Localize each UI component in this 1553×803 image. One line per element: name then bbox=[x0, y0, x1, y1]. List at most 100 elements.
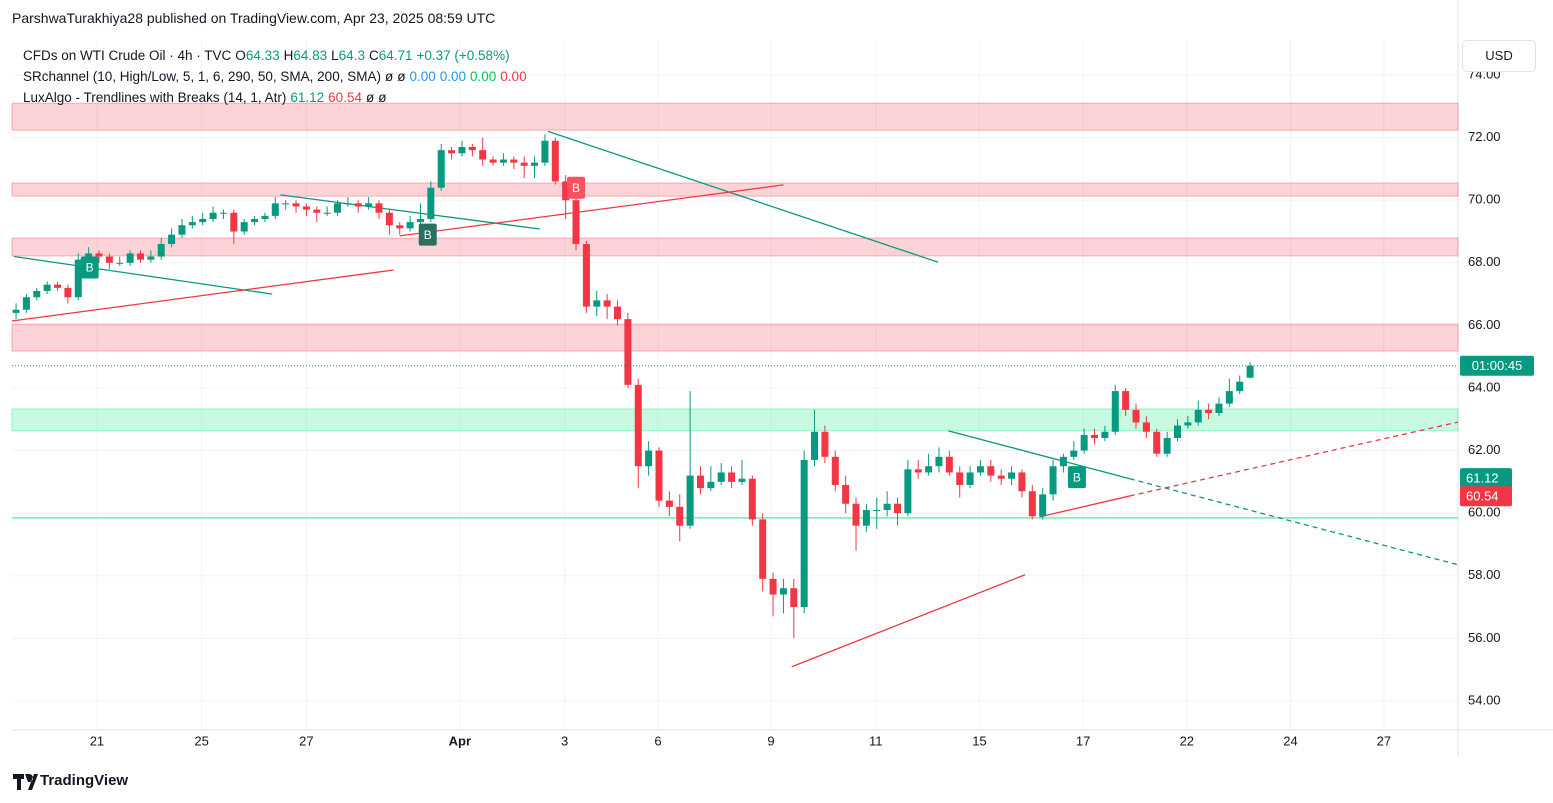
legend-ohlc-value: 64.83 bbox=[293, 48, 328, 63]
candle-body bbox=[437, 150, 445, 188]
y-tick-label: 72.00 bbox=[1468, 129, 1501, 144]
candle-body bbox=[945, 456, 953, 473]
legend-ohlc-letter: C bbox=[368, 48, 379, 63]
candle-body bbox=[499, 159, 507, 163]
candle-body bbox=[997, 475, 1005, 479]
trendline bbox=[13, 255, 273, 295]
candle-body bbox=[1080, 434, 1088, 451]
candle-body bbox=[136, 253, 144, 260]
candle-body bbox=[157, 244, 165, 257]
candle-body bbox=[966, 472, 974, 485]
candle-body bbox=[914, 469, 922, 473]
candle-body bbox=[1059, 456, 1067, 467]
break-marker bbox=[567, 176, 586, 199]
indicator-value: 0.00 bbox=[470, 69, 497, 84]
candle-body bbox=[1111, 391, 1119, 432]
x-tick-label: 3 bbox=[561, 733, 568, 748]
candle-body bbox=[33, 290, 41, 298]
zone bbox=[11, 102, 1459, 131]
candle-body bbox=[904, 469, 912, 514]
indicator-value: 0.00 bbox=[439, 69, 467, 84]
candle-body bbox=[748, 478, 756, 520]
candle-body bbox=[1184, 422, 1192, 426]
candle-body bbox=[261, 215, 269, 219]
candle-body bbox=[168, 234, 176, 245]
legend-change: +0.37 (+0.58%) bbox=[416, 48, 510, 63]
candle-body bbox=[520, 162, 528, 166]
candle-body bbox=[562, 181, 570, 201]
candle-body bbox=[1246, 365, 1254, 378]
zone bbox=[11, 408, 1459, 432]
candle-body bbox=[282, 203, 290, 205]
x-tick-label: 15 bbox=[972, 733, 986, 748]
candle-body bbox=[987, 466, 995, 476]
candle-body bbox=[645, 450, 653, 467]
x-tick-label: 11 bbox=[869, 733, 883, 748]
candle-body bbox=[1236, 381, 1244, 392]
candle-body bbox=[790, 588, 798, 608]
x-tick-label: 17 bbox=[1076, 733, 1090, 748]
currency-button[interactable]: USD bbox=[1462, 40, 1536, 72]
candle-body bbox=[665, 500, 673, 507]
candle-body bbox=[925, 466, 933, 473]
candle-body bbox=[375, 203, 383, 213]
candle-body bbox=[219, 212, 227, 214]
candle-body bbox=[852, 503, 860, 526]
legend-row: CFDs on WTI Crude Oil · 4h · TVC O64.33 H6… bbox=[23, 45, 531, 66]
y-tick-label: 54.00 bbox=[1468, 692, 1501, 707]
indicator-value: 0.00 bbox=[500, 69, 527, 84]
candle-body bbox=[12, 309, 20, 313]
candle-body bbox=[551, 140, 559, 182]
candle-body bbox=[510, 159, 518, 163]
x-tick-label: 24 bbox=[1283, 733, 1297, 748]
candle-body bbox=[188, 222, 196, 226]
indicator-value: 60.54 bbox=[328, 90, 362, 105]
candle-body bbox=[541, 140, 549, 163]
candle-body bbox=[240, 222, 248, 232]
candle-body bbox=[572, 200, 580, 245]
candle-body bbox=[624, 319, 632, 385]
candle-body bbox=[43, 284, 51, 291]
candle-body bbox=[365, 203, 373, 207]
candle-body bbox=[686, 475, 694, 526]
candle-body bbox=[811, 431, 819, 460]
trendline bbox=[1129, 478, 1459, 566]
legend-ohlc-value: 64.33 bbox=[245, 48, 280, 63]
break-label: B bbox=[86, 261, 94, 275]
candle-body bbox=[95, 253, 103, 257]
trendline bbox=[11, 269, 394, 322]
break-label: B bbox=[1073, 470, 1081, 484]
zone bbox=[11, 237, 1459, 257]
candle-body bbox=[385, 212, 393, 226]
candle-body bbox=[54, 284, 62, 288]
candle-body bbox=[468, 147, 476, 151]
candle-body bbox=[251, 218, 259, 223]
value-badge bbox=[1460, 468, 1512, 489]
candle-body bbox=[489, 159, 497, 163]
candle-body bbox=[1205, 409, 1213, 414]
candle-body bbox=[842, 484, 850, 504]
break-marker bbox=[418, 223, 437, 246]
y-tick-label: 58.00 bbox=[1468, 567, 1501, 582]
candle-body bbox=[448, 150, 456, 154]
legend-row: LuxAlgo - Trendlines with Breaks (14, 1,… bbox=[23, 87, 531, 108]
candle-body bbox=[614, 306, 622, 320]
candle-body bbox=[427, 187, 435, 219]
candle-body bbox=[230, 212, 238, 232]
price-badge bbox=[1460, 355, 1534, 376]
candle-body bbox=[1091, 434, 1099, 439]
indicator-value: 61.12 bbox=[290, 90, 325, 105]
y-tick-label: 66.00 bbox=[1468, 317, 1501, 332]
candle-body bbox=[105, 256, 113, 263]
candle-body bbox=[1132, 409, 1140, 423]
legend-ohlc-value: 64.71 bbox=[378, 48, 413, 63]
x-tick-label: 9 bbox=[767, 733, 774, 748]
candle-body bbox=[126, 253, 134, 263]
candle-body bbox=[1101, 431, 1109, 439]
indicator-name: SRchannel (10, High/Low, 5, 1, 6, 290, 5… bbox=[23, 69, 381, 84]
candle-body bbox=[396, 225, 404, 229]
x-tick-label: 6 bbox=[654, 733, 661, 748]
candle-body bbox=[313, 209, 321, 213]
countdown-label: 01:00:45 bbox=[1472, 358, 1523, 373]
